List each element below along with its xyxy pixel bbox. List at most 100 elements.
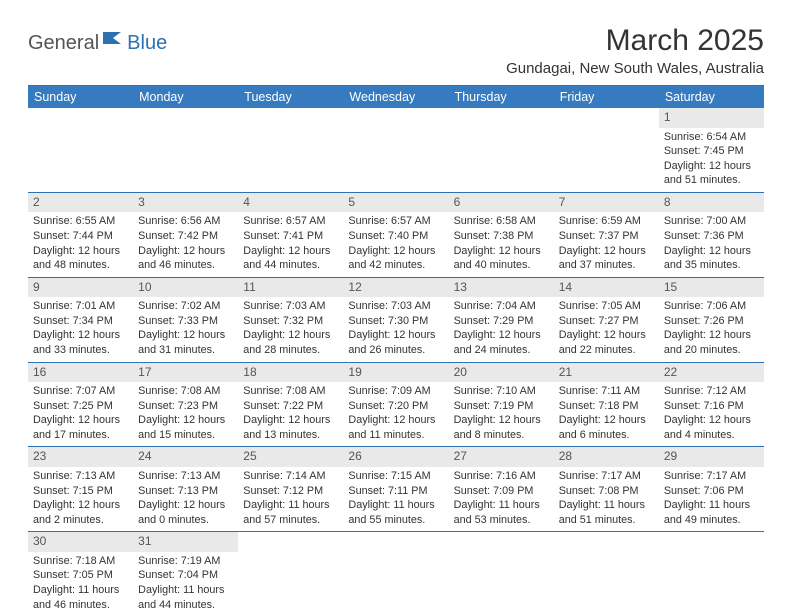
daylight-line1: Daylight: 12 hours [33,413,128,428]
daylight-line2: and 31 minutes. [138,343,233,358]
day-number: 31 [133,532,238,552]
day-content: Sunrise: 6:55 AMSunset: 7:44 PMDaylight:… [28,212,133,276]
day-number: 1 [659,108,764,128]
weekday-header: Friday [554,86,659,109]
sunrise-text: Sunrise: 6:59 AM [559,214,654,229]
sunrise-text: Sunrise: 7:07 AM [33,384,128,399]
sunrise-text: Sunrise: 7:05 AM [559,299,654,314]
calendar-cell: 20Sunrise: 7:10 AMSunset: 7:19 PMDayligh… [449,362,554,447]
day-content: Sunrise: 7:13 AMSunset: 7:15 PMDaylight:… [28,467,133,531]
daylight-line2: and 46 minutes. [138,258,233,273]
day-content: Sunrise: 7:17 AMSunset: 7:06 PMDaylight:… [659,467,764,531]
day-number: 11 [238,278,343,298]
sunset-text: Sunset: 7:34 PM [33,314,128,329]
daylight-line1: Daylight: 12 hours [559,328,654,343]
weekday-header: Saturday [659,86,764,109]
sunrise-text: Sunrise: 7:06 AM [664,299,759,314]
daylight-line2: and 13 minutes. [243,428,338,443]
day-content: Sunrise: 7:14 AMSunset: 7:12 PMDaylight:… [238,467,343,531]
daylight-line2: and 40 minutes. [454,258,549,273]
daylight-line1: Daylight: 12 hours [33,244,128,259]
sunset-text: Sunset: 7:13 PM [138,484,233,499]
sunset-text: Sunset: 7:42 PM [138,229,233,244]
calendar-cell: 14Sunrise: 7:05 AMSunset: 7:27 PMDayligh… [554,277,659,362]
day-number: 12 [343,278,448,298]
calendar-row: 2Sunrise: 6:55 AMSunset: 7:44 PMDaylight… [28,192,764,277]
calendar-cell: 4Sunrise: 6:57 AMSunset: 7:41 PMDaylight… [238,192,343,277]
daylight-line2: and 49 minutes. [664,513,759,528]
day-number: 2 [28,193,133,213]
day-content: Sunrise: 6:56 AMSunset: 7:42 PMDaylight:… [133,212,238,276]
logo-text-general: General [28,32,99,55]
day-number: 10 [133,278,238,298]
calendar-cell [28,108,133,192]
day-number: 6 [449,193,554,213]
calendar-cell [554,108,659,192]
daylight-line1: Daylight: 12 hours [664,413,759,428]
sunrise-text: Sunrise: 6:54 AM [664,130,759,145]
daylight-line1: Daylight: 12 hours [664,159,759,174]
calendar-cell: 25Sunrise: 7:14 AMSunset: 7:12 PMDayligh… [238,447,343,532]
day-content: Sunrise: 7:08 AMSunset: 7:22 PMDaylight:… [238,382,343,446]
calendar-cell: 30Sunrise: 7:18 AMSunset: 7:05 PMDayligh… [28,532,133,616]
day-content: Sunrise: 6:58 AMSunset: 7:38 PMDaylight:… [449,212,554,276]
daylight-line1: Daylight: 11 hours [138,583,233,598]
calendar-row: 9Sunrise: 7:01 AMSunset: 7:34 PMDaylight… [28,277,764,362]
day-content: Sunrise: 6:59 AMSunset: 7:37 PMDaylight:… [554,212,659,276]
daylight-line1: Daylight: 11 hours [664,498,759,513]
calendar-cell: 15Sunrise: 7:06 AMSunset: 7:26 PMDayligh… [659,277,764,362]
calendar-cell: 19Sunrise: 7:09 AMSunset: 7:20 PMDayligh… [343,362,448,447]
calendar-cell: 13Sunrise: 7:04 AMSunset: 7:29 PMDayligh… [449,277,554,362]
sunset-text: Sunset: 7:16 PM [664,399,759,414]
sunrise-text: Sunrise: 7:16 AM [454,469,549,484]
sunrise-text: Sunrise: 7:10 AM [454,384,549,399]
sunset-text: Sunset: 7:40 PM [348,229,443,244]
sunrise-text: Sunrise: 7:12 AM [664,384,759,399]
day-number: 9 [28,278,133,298]
calendar-cell: 8Sunrise: 7:00 AMSunset: 7:36 PMDaylight… [659,192,764,277]
daylight-line2: and 35 minutes. [664,258,759,273]
day-number: 3 [133,193,238,213]
day-content: Sunrise: 7:06 AMSunset: 7:26 PMDaylight:… [659,297,764,361]
calendar-row: 23Sunrise: 7:13 AMSunset: 7:15 PMDayligh… [28,447,764,532]
daylight-line1: Daylight: 11 hours [348,498,443,513]
day-content: Sunrise: 7:19 AMSunset: 7:04 PMDaylight:… [133,552,238,616]
sunrise-text: Sunrise: 7:03 AM [243,299,338,314]
daylight-line1: Daylight: 12 hours [454,244,549,259]
sunrise-text: Sunrise: 6:57 AM [348,214,443,229]
calendar-cell: 23Sunrise: 7:13 AMSunset: 7:15 PMDayligh… [28,447,133,532]
day-content: Sunrise: 7:09 AMSunset: 7:20 PMDaylight:… [343,382,448,446]
sunrise-text: Sunrise: 7:13 AM [33,469,128,484]
daylight-line1: Daylight: 12 hours [664,244,759,259]
header: General Blue March 2025 Gundagai, New So… [28,24,764,77]
calendar-cell: 24Sunrise: 7:13 AMSunset: 7:13 PMDayligh… [133,447,238,532]
day-number: 28 [554,447,659,467]
daylight-line2: and 51 minutes. [559,513,654,528]
logo: General Blue [28,30,167,57]
calendar-cell: 5Sunrise: 6:57 AMSunset: 7:40 PMDaylight… [343,192,448,277]
calendar-cell: 22Sunrise: 7:12 AMSunset: 7:16 PMDayligh… [659,362,764,447]
daylight-line2: and 44 minutes. [243,258,338,273]
sunrise-text: Sunrise: 7:15 AM [348,469,443,484]
calendar-cell: 18Sunrise: 7:08 AMSunset: 7:22 PMDayligh… [238,362,343,447]
weekday-header: Tuesday [238,86,343,109]
daylight-line2: and 55 minutes. [348,513,443,528]
calendar-cell [343,108,448,192]
daylight-line1: Daylight: 12 hours [243,244,338,259]
calendar-cell: 11Sunrise: 7:03 AMSunset: 7:32 PMDayligh… [238,277,343,362]
sunset-text: Sunset: 7:45 PM [664,144,759,159]
daylight-line2: and 37 minutes. [559,258,654,273]
daylight-line2: and 53 minutes. [454,513,549,528]
sunrise-text: Sunrise: 7:13 AM [138,469,233,484]
sunset-text: Sunset: 7:20 PM [348,399,443,414]
daylight-line2: and 0 minutes. [138,513,233,528]
sunset-text: Sunset: 7:22 PM [243,399,338,414]
sunset-text: Sunset: 7:06 PM [664,484,759,499]
calendar-cell [449,532,554,616]
day-content: Sunrise: 7:03 AMSunset: 7:30 PMDaylight:… [343,297,448,361]
sunrise-text: Sunrise: 6:56 AM [138,214,233,229]
calendar-cell: 16Sunrise: 7:07 AMSunset: 7:25 PMDayligh… [28,362,133,447]
daylight-line2: and 15 minutes. [138,428,233,443]
daylight-line2: and 20 minutes. [664,343,759,358]
sunset-text: Sunset: 7:32 PM [243,314,338,329]
